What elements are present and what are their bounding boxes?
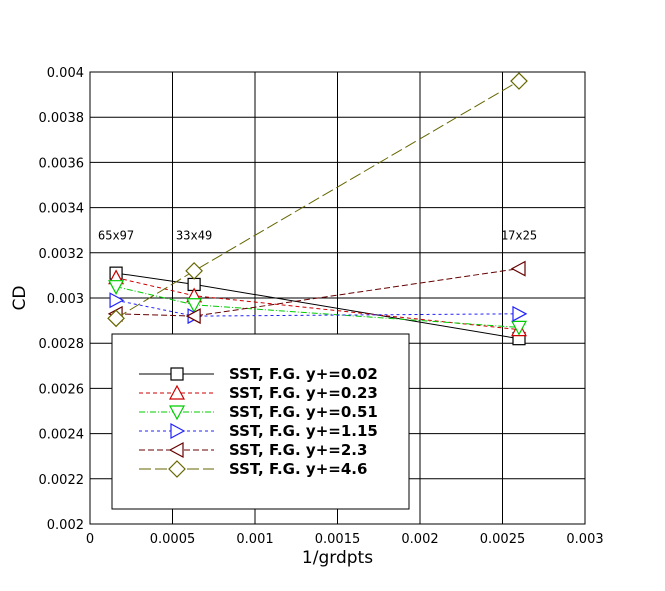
annotations: 65x97 33x49 17x25 bbox=[98, 229, 537, 243]
series-6 bbox=[107, 72, 528, 328]
series-line bbox=[116, 272, 520, 340]
x-tick-label: 0.001 bbox=[236, 532, 273, 547]
y-tick-label: 0.0032 bbox=[39, 247, 85, 262]
y-tick-label: 0.0026 bbox=[39, 382, 85, 397]
data-point bbox=[107, 309, 125, 328]
x-tick-label: 0.003 bbox=[566, 532, 603, 547]
data-point bbox=[512, 305, 528, 322]
grid-size-annotation: 65x97 bbox=[98, 229, 134, 243]
y-tick-label: 0.0034 bbox=[39, 202, 85, 217]
y-axis-title: CD bbox=[10, 286, 30, 311]
series-2 bbox=[108, 269, 528, 337]
y-tick-label: 0.0028 bbox=[39, 337, 85, 352]
legend-label: SST, F.G. y+=0.02 bbox=[229, 365, 378, 383]
data-point bbox=[185, 262, 203, 280]
series-line bbox=[115, 277, 520, 331]
y-tick-label: 0.0024 bbox=[39, 428, 85, 443]
data-point bbox=[170, 367, 184, 381]
y-tick-label: 0.003 bbox=[47, 292, 84, 307]
data-point bbox=[170, 422, 186, 440]
legend-entry: SST, F.G. y+=1.15 bbox=[139, 422, 378, 440]
plot-frame bbox=[89, 71, 586, 525]
legend-entry: SST, F.G. y+=0.23 bbox=[139, 384, 378, 402]
data-point bbox=[186, 298, 203, 314]
y-tick-label: 0.004 bbox=[47, 66, 84, 81]
series-line bbox=[115, 286, 520, 328]
legend-label: SST, F.G. y+=0.23 bbox=[229, 384, 378, 402]
legend-entry: SST, F.G. y+=2.3 bbox=[139, 441, 367, 459]
data-point bbox=[510, 320, 528, 336]
data-point bbox=[168, 460, 186, 478]
y-tick-label: 0.002 bbox=[47, 518, 84, 533]
data-point bbox=[168, 441, 184, 459]
y-tick-label: 0.0022 bbox=[39, 473, 85, 488]
legend-label: SST, F.G. y+=2.3 bbox=[229, 441, 367, 459]
data-point bbox=[168, 405, 186, 421]
x-tick-label: 0.0025 bbox=[480, 532, 526, 547]
legend-entry: SST, F.G. y+=0.51 bbox=[139, 403, 378, 421]
y-tick-label: 0.0036 bbox=[39, 156, 85, 171]
data-point bbox=[185, 308, 201, 325]
data-point bbox=[108, 280, 125, 295]
data-point bbox=[510, 72, 528, 90]
series-layer bbox=[107, 72, 528, 346]
legend-label: SST, F.G. y+=1.15 bbox=[229, 422, 378, 440]
legend-entry: SST, F.G. y+=0.02 bbox=[139, 365, 378, 383]
data-point bbox=[109, 292, 125, 309]
y-tick-label: 0.0038 bbox=[39, 111, 85, 126]
legend-box bbox=[111, 333, 410, 510]
x-tick-label: 0 bbox=[86, 532, 94, 547]
grid-size-annotation: 33x49 bbox=[176, 229, 212, 243]
series-3 bbox=[108, 280, 528, 336]
legend-label: SST, F.G. y+=0.51 bbox=[229, 403, 378, 421]
x-tick-label: 0.0015 bbox=[315, 532, 361, 547]
data-point bbox=[168, 384, 186, 400]
x-tick-label: 0.002 bbox=[401, 532, 438, 547]
legend-entry: SST, F.G. y+=4.6 bbox=[139, 460, 367, 478]
tick-labels: 0 0.0005 0.001 0.0015 0.002 0.0025 0.003 0.002 0… bbox=[39, 66, 604, 547]
x-tick-label: 0.0005 bbox=[150, 532, 196, 547]
grid-size-annotation: 17x25 bbox=[501, 229, 537, 243]
x-axis-title: 1/grdpts bbox=[302, 548, 373, 568]
series-line bbox=[115, 80, 520, 319]
legend-label: SST, F.G. y+=4.6 bbox=[229, 460, 367, 478]
data-point bbox=[510, 260, 526, 277]
